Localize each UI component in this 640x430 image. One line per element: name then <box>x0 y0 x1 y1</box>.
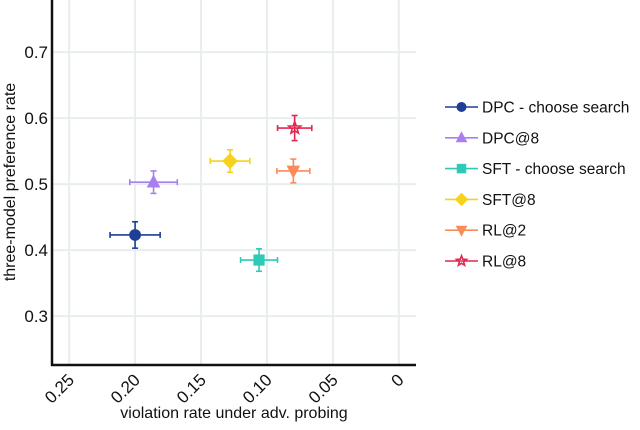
legend-item: DPC@8 <box>445 130 539 147</box>
triangle-up-marker <box>455 131 468 143</box>
data-point <box>129 170 179 195</box>
data-point <box>209 149 251 174</box>
star-marker <box>286 119 303 135</box>
legend: DPC - choose search DPC@8 SFT - choose sea… <box>445 100 629 271</box>
x-tick-label: 0.25 <box>41 370 78 407</box>
x-tick-label: 0.05 <box>305 370 342 407</box>
legend-item: SFT - choose search <box>445 161 626 178</box>
star-marker <box>454 253 469 267</box>
circle-marker <box>129 229 141 241</box>
legend-item: RL@2 <box>445 223 526 240</box>
legend-label: SFT@8 <box>482 192 536 209</box>
grid <box>52 0 416 365</box>
legend-label: RL@2 <box>482 223 526 240</box>
y-tick-label: 0.7 <box>24 43 48 62</box>
data-point <box>276 114 313 142</box>
y-tick-label: 0.3 <box>24 307 48 326</box>
triangle-up-marker <box>146 174 161 188</box>
y-axis-label: three-model preference rate <box>2 83 19 281</box>
x-axis-label: violation rate under adv. probing <box>120 405 347 422</box>
legend-label: DPC@8 <box>482 130 539 147</box>
legend-label: RL@8 <box>482 254 526 271</box>
square-marker <box>253 254 265 266</box>
triangle-down-marker <box>286 165 301 179</box>
tick-labels: 0.25 0.20 0.15 0.10 0.05 0 0.3 0.4 0.5 0.6 0.7 <box>24 43 407 407</box>
circle-marker <box>456 102 467 112</box>
y-tick-label: 0.5 <box>24 175 48 194</box>
data-points <box>109 114 313 273</box>
x-tick-label: 0 <box>388 370 408 390</box>
legend-item: SFT@8 <box>445 192 536 209</box>
x-tick-label: 0.20 <box>107 370 144 407</box>
axes <box>50 0 416 367</box>
y-tick-label: 0.4 <box>24 241 48 260</box>
y-tick-label: 0.6 <box>24 109 48 128</box>
diamond-marker <box>454 192 469 207</box>
legend-label: SFT - choose search <box>482 161 626 178</box>
legend-item: DPC - choose search <box>445 100 629 117</box>
data-point <box>109 220 161 249</box>
data-point <box>239 248 279 273</box>
data-point <box>276 158 311 184</box>
legend-item: RL@8 <box>445 254 526 271</box>
x-tick-label: 0.10 <box>239 370 276 407</box>
triangle-down-marker <box>455 225 468 237</box>
square-marker <box>456 163 467 174</box>
x-tick-label: 0.15 <box>173 370 210 407</box>
legend-label: DPC - choose search <box>482 100 629 117</box>
diamond-marker <box>222 153 238 169</box>
